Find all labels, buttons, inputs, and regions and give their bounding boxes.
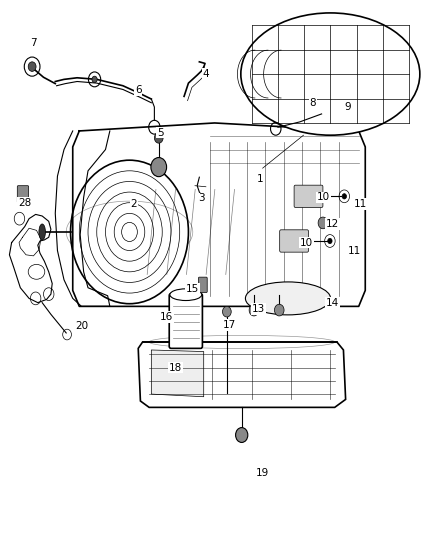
Text: 28: 28 [18,198,32,208]
Ellipse shape [245,282,331,315]
Circle shape [236,427,248,442]
Text: 3: 3 [198,193,205,204]
Circle shape [328,238,332,244]
Text: 20: 20 [75,321,88,331]
Text: 18: 18 [169,362,182,373]
Text: 10: 10 [300,238,313,247]
Circle shape [223,306,231,317]
Text: 9: 9 [345,102,351,112]
Text: 10: 10 [317,192,330,203]
Text: 11: 11 [354,199,367,209]
Text: 17: 17 [223,320,237,330]
FancyBboxPatch shape [294,185,323,207]
Circle shape [249,304,259,316]
FancyBboxPatch shape [17,185,28,203]
Circle shape [151,158,166,176]
Text: 19: 19 [256,468,269,478]
Circle shape [28,62,36,71]
FancyBboxPatch shape [280,230,308,252]
Text: 5: 5 [157,127,163,138]
Text: 7: 7 [30,38,37,48]
Text: 8: 8 [310,98,316,108]
Text: 15: 15 [186,284,199,294]
FancyBboxPatch shape [198,277,207,293]
Text: 4: 4 [203,69,209,79]
Circle shape [342,193,346,199]
Polygon shape [138,342,346,407]
Ellipse shape [39,224,46,240]
Polygon shape [151,350,204,397]
Text: 16: 16 [160,312,173,322]
Text: 6: 6 [135,85,141,95]
Text: 2: 2 [131,199,137,209]
Circle shape [154,133,163,143]
FancyBboxPatch shape [169,294,202,349]
Circle shape [92,76,97,83]
Text: 12: 12 [326,219,339,229]
Text: 1: 1 [257,174,264,184]
Text: 11: 11 [348,246,361,255]
Text: 14: 14 [326,297,339,308]
Ellipse shape [241,13,420,135]
Circle shape [275,304,284,316]
Text: 13: 13 [252,304,265,314]
Circle shape [318,217,328,229]
Ellipse shape [170,289,202,301]
